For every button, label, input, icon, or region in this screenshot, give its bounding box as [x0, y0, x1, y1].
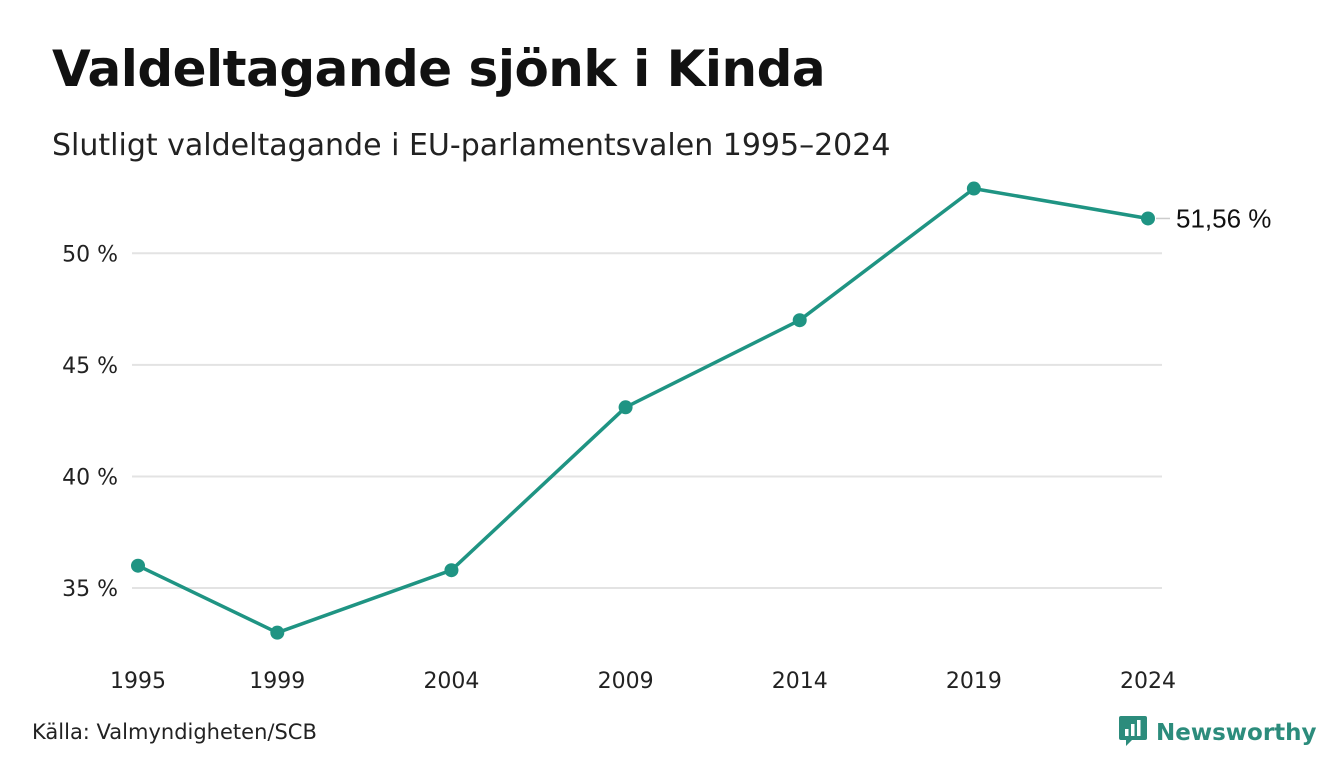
brand-logo: Newsworthy [1118, 714, 1317, 752]
data-points [131, 181, 1155, 640]
end-label-group: 51,56 % [1156, 203, 1271, 233]
data-point [444, 563, 459, 578]
y-tick-label: 35 % [62, 577, 118, 602]
source-note: Källa: Valmyndigheten/SCB [32, 720, 317, 744]
gridlines [132, 252, 1162, 590]
x-tick-label: 1999 [249, 669, 305, 694]
series-line-path [136, 186, 1150, 635]
y-tick-label: 50 % [62, 242, 118, 267]
x-axis-ticks: 1995 1999 2004 2009 2014 2019 2024 [110, 669, 1176, 694]
data-point [131, 558, 145, 573]
series-line [136, 186, 1150, 635]
y-tick-label: 40 % [62, 465, 118, 490]
data-point [270, 625, 285, 640]
brand-name: Newsworthy [1156, 720, 1317, 746]
chart-title: Valdeltagande sjönk i Kinda [52, 40, 826, 98]
end-value-label: 51,56 % [1176, 203, 1271, 233]
data-point [618, 400, 633, 415]
data-point [792, 313, 807, 328]
y-tick-label: 45 % [62, 354, 118, 379]
chart-subtitle: Slutligt valdeltagande i EU-parlamentsva… [52, 128, 891, 163]
data-point [1141, 211, 1155, 226]
x-tick-label: 2004 [423, 669, 479, 694]
newsworthy-logo-icon [1118, 714, 1148, 752]
y-axis-ticks: 35 % 40 % 45 % 50 % [62, 242, 118, 602]
data-point [966, 181, 981, 196]
x-tick-label: 1995 [110, 669, 166, 694]
x-tick-label: 2024 [1120, 669, 1176, 694]
x-tick-label: 2019 [946, 669, 1002, 694]
x-tick-label: 2014 [772, 669, 828, 694]
x-tick-label: 2009 [598, 669, 654, 694]
